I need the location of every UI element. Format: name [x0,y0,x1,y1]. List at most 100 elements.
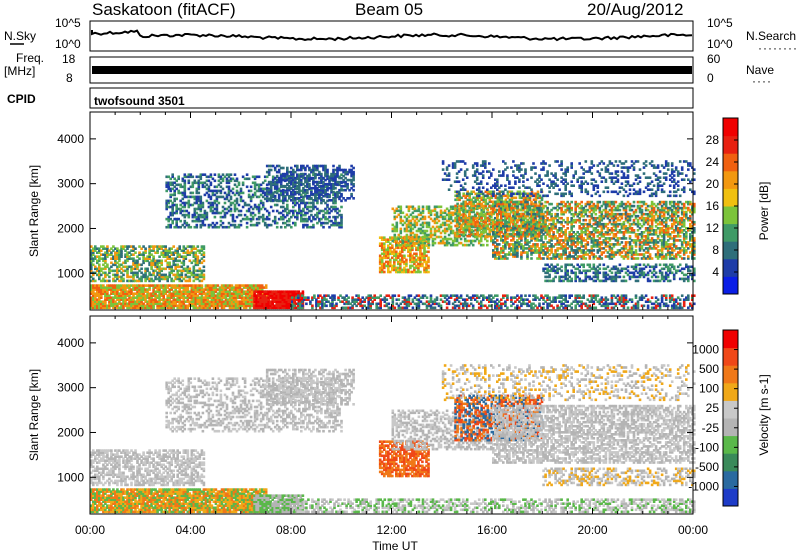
echo-cell [162,298,165,301]
echo-cell [180,275,184,279]
echo-cell [122,292,125,295]
echo-cell [100,257,103,260]
echo-cell [134,279,137,283]
echo-cell [126,304,129,308]
echo-cell [214,298,218,301]
echo-cell [138,304,141,308]
echo-cell [242,286,246,289]
echo-cell [486,243,489,247]
echo-cell [188,245,192,248]
echo-cell [106,245,109,248]
echo-cell [239,209,243,213]
echo-cell [192,296,196,299]
echo-cell [186,284,190,287]
echo-cell [217,201,221,205]
echo-cell [114,273,117,277]
echo-cell [164,292,167,295]
echo-cell [136,298,139,301]
echo-cell [182,292,186,295]
echo-cell [164,275,167,279]
echo-cell [180,284,184,287]
echo-cell [206,294,210,297]
echo-cell [222,294,226,297]
echo-cell [94,245,97,248]
echo-cell [234,304,238,308]
echo-cell [307,296,310,299]
echo-cell [90,257,93,260]
echo-cell [104,300,107,303]
echo-cell [158,292,161,295]
echo-cell [146,294,149,297]
echo-cell [427,270,430,274]
echo-cell [162,304,165,308]
echo-cell [184,255,188,258]
echo-cell [114,304,117,308]
echo-cell [126,275,129,279]
echo-cell [312,201,315,205]
echo-cell [240,296,244,299]
echo-cell [108,253,111,256]
echo-cell [106,298,109,301]
echo-cell [104,306,107,310]
echo-cell [124,292,127,295]
echo-cell [222,296,226,299]
echo-cell [228,306,232,310]
echo-cell [206,290,210,293]
echo-cell [114,294,117,297]
echo-cell [132,284,135,287]
echo-cell [142,273,145,277]
echo-cell [150,259,153,263]
echo-cell [212,300,216,303]
echo-cell [190,292,194,295]
echo-cell [130,292,133,295]
echo-cell [170,271,173,275]
echo-cell [96,259,99,263]
echo-cell [102,257,105,260]
echo-cell [136,255,139,258]
echo-cell [152,269,155,273]
echo-cell [152,290,155,293]
echo-cell [120,288,123,291]
echo-cell [208,304,212,308]
echo-cell [248,286,252,289]
echo-cell [156,247,159,250]
echo-cell [224,288,228,291]
echo-cell [166,277,169,281]
echo-cell [282,166,285,170]
echo-cell [148,304,151,308]
echo-cell [257,175,261,179]
echo-cell [200,288,204,291]
echo-cell [236,294,240,297]
echo-cell [90,265,93,269]
echo-cell [126,298,129,301]
echo-cell [176,247,179,250]
echo-cell [232,294,236,297]
echo-cell [122,279,125,283]
echo-cell [236,302,240,306]
echo-cell [190,294,194,297]
echo-cell [100,279,103,283]
echo-cell [154,263,157,267]
echo-cell [116,271,119,275]
echo-cell [231,213,235,217]
echo-cell [223,201,227,205]
echo-cell [90,253,93,256]
echo-cell [154,265,157,269]
echo-cell [267,217,271,221]
echo-cell [96,300,99,303]
echo-cell [114,302,117,306]
echo-cell [126,267,129,271]
echo-cell [198,267,202,271]
echo-cell [244,284,248,287]
echo-cell [110,288,113,291]
echo-cell [178,284,181,287]
echo-cell [142,251,145,254]
echo-cell [96,269,99,273]
echo-cell [118,302,121,306]
echo-cell [98,269,101,273]
echo-cell [606,298,610,301]
echo-cell [128,300,131,303]
echo-cell [224,284,228,287]
echo-cell [120,298,123,301]
echo-cell [166,302,169,306]
